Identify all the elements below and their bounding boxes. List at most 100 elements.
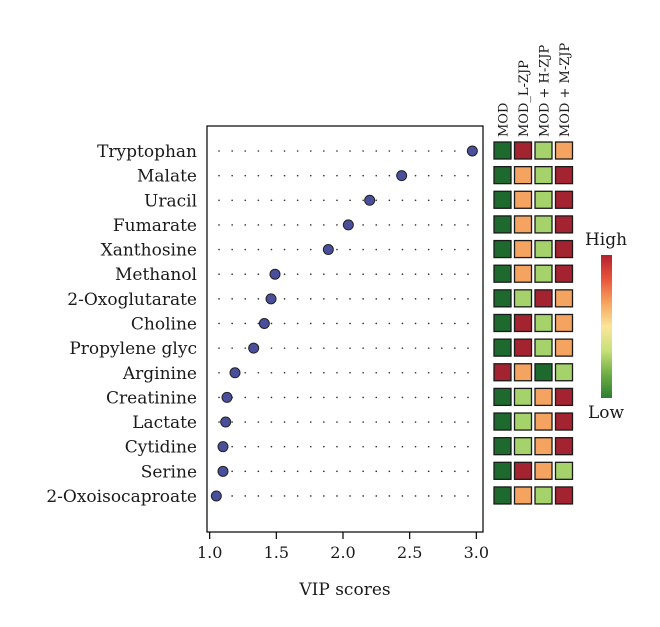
vip-point	[217, 441, 229, 453]
vip-point	[229, 367, 241, 379]
category-label: Serine	[141, 462, 197, 482]
heatmap-cell	[554, 165, 574, 185]
heatmap-column-label: MOD	[497, 103, 512, 137]
category-label: Methanol	[115, 265, 197, 285]
heatmap-cell	[513, 461, 533, 480]
legend-low-label: Low	[588, 403, 625, 423]
vip-point	[466, 145, 478, 157]
heatmap-cell	[554, 190, 574, 209]
vip-point	[220, 416, 232, 428]
x-tick-label: 1.5	[264, 543, 289, 562]
heatmap-cell	[513, 289, 533, 308]
dotted-grid-rows	[218, 150, 478, 497]
x-tick-label: 1.0	[197, 543, 222, 562]
heatmap-cell	[493, 363, 512, 382]
heatmap-cell	[493, 313, 512, 333]
heatmap-cell	[554, 387, 574, 407]
category-label: Cytidine	[125, 438, 197, 458]
category-label: Tryptophan	[97, 142, 197, 162]
heatmap-cell	[554, 239, 574, 259]
heatmap-cell	[513, 239, 533, 259]
heatmap-cell	[493, 215, 512, 234]
heatmap-cell	[493, 486, 512, 505]
vip-point	[258, 317, 270, 329]
heatmap-cell	[534, 190, 553, 209]
heatmap-column-label: MOD + M-ZJP	[558, 43, 573, 137]
heatmap-cell	[513, 437, 533, 456]
heatmap-cell	[554, 338, 574, 357]
x-axis-title: VIP scores	[298, 580, 390, 600]
heatmap-cell	[493, 412, 512, 431]
vip-point	[221, 391, 233, 403]
vip-point	[269, 268, 281, 280]
heatmap-column-labels: MOD MOD_L-ZJP MOD + H-ZJP MOD + M-ZJP	[497, 43, 574, 137]
plot-frame	[206, 125, 484, 533]
heatmap-cell	[513, 338, 533, 357]
heatmap-cell	[534, 486, 553, 505]
heatmap-cell	[513, 486, 533, 505]
heatmap-cell	[534, 363, 553, 382]
heatmap-cell	[513, 190, 533, 209]
heatmap-cell	[493, 437, 512, 456]
heatmap-cell	[513, 387, 533, 407]
vip-point	[322, 244, 334, 256]
vip-point	[248, 342, 260, 354]
heatmap-cell	[493, 264, 512, 283]
x-tick-label: 2.5	[397, 543, 422, 562]
heatmap-cell	[513, 363, 533, 382]
heatmap-cell	[534, 165, 553, 185]
heatmap-cell	[534, 313, 553, 333]
heatmap-cell	[554, 215, 574, 234]
heatmap-cell	[534, 215, 553, 234]
heatmap-cell	[554, 289, 574, 308]
heatmap-cell	[493, 190, 512, 209]
category-label: Lactate	[132, 413, 197, 433]
heatmap-cell	[554, 264, 574, 283]
heatmap-cell	[554, 486, 574, 505]
category-labels: Tryptophan Malate Uracil Fumarate Xanthosine…	[46, 142, 197, 507]
heatmap-cell	[534, 461, 553, 480]
heatmap-cell	[513, 412, 533, 431]
heatmap-cell	[554, 437, 574, 456]
vip-point	[364, 194, 376, 206]
category-label: Uracil	[144, 191, 197, 211]
heatmap-cell	[493, 338, 512, 357]
heatmap-cell	[493, 289, 512, 308]
category-label: Fumarate	[113, 216, 197, 236]
x-tick-label: 2.0	[330, 543, 355, 562]
heatmap-cell	[513, 141, 533, 160]
vip-point	[210, 490, 222, 502]
heatmap-cell	[554, 141, 574, 160]
heatmap-cell	[534, 141, 553, 160]
heatmap-column-label: MOD_L-ZJP	[517, 60, 532, 137]
category-label: Xanthosine	[101, 241, 197, 261]
heatmap-cell	[534, 412, 553, 431]
vip-point	[217, 465, 229, 477]
heatmap-cell	[534, 264, 553, 283]
heatmap-cell	[554, 461, 574, 480]
vip-point	[342, 219, 354, 231]
category-label: Arginine	[122, 364, 197, 384]
heatmap-cell	[554, 313, 574, 333]
category-label: Creatinine	[106, 388, 197, 408]
vip-point	[265, 293, 277, 305]
heatmap-cell	[534, 239, 553, 259]
heatmap-cells	[493, 141, 574, 505]
heatmap-cell	[493, 165, 512, 185]
x-tick-label: 3.0	[464, 543, 489, 562]
color-legend-bar	[601, 255, 612, 398]
heatmap-cell	[513, 313, 533, 333]
category-label: Malate	[137, 167, 197, 187]
legend-high-label: High	[585, 230, 627, 250]
heatmap-cell	[554, 412, 574, 431]
heatmap-cell	[493, 387, 512, 407]
vip-points	[210, 145, 478, 502]
category-label: Propylene glyc	[69, 339, 197, 359]
heatmap-cell	[534, 289, 553, 308]
x-axis: 1.0 1.5 2.0 2.5 3.0	[197, 532, 489, 562]
heatmap-cell	[534, 437, 553, 456]
heatmap-cell	[493, 239, 512, 259]
category-label: Choline	[131, 314, 197, 334]
heatmap-cell	[554, 363, 574, 382]
